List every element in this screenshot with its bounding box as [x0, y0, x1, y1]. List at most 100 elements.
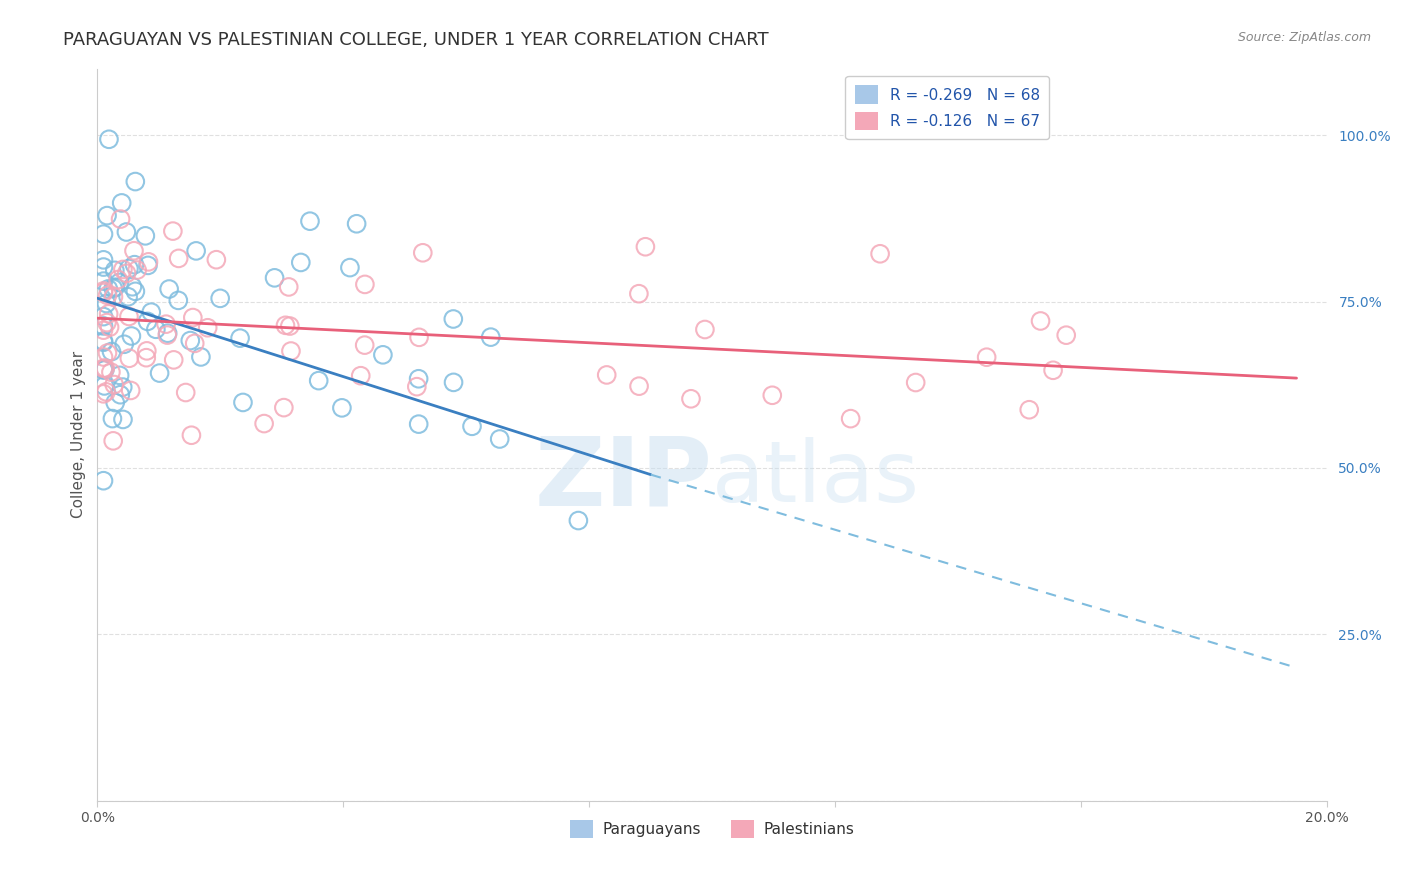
- Point: [93, 252, 115, 267]
- Point: [104, 395, 127, 409]
- Point: [179, 334, 201, 348]
- Point: [121, 279, 143, 293]
- Point: [117, 290, 139, 304]
- Point: [163, 352, 186, 367]
- Point: [976, 350, 998, 364]
- Point: [93, 227, 115, 242]
- Point: [679, 392, 702, 406]
- Point: [157, 282, 180, 296]
- Point: [93, 323, 115, 337]
- Point: [167, 293, 190, 308]
- Point: [278, 319, 301, 334]
- Point: [93, 260, 115, 274]
- Point: [120, 384, 142, 398]
- Point: [96, 209, 118, 223]
- Point: [118, 261, 141, 276]
- Point: [136, 314, 159, 328]
- Point: [596, 368, 619, 382]
- Text: ZIP: ZIP: [534, 432, 713, 525]
- Point: [93, 284, 115, 298]
- Point: [96, 288, 118, 302]
- Point: [93, 274, 115, 288]
- Point: [628, 379, 651, 393]
- Text: Source: ZipAtlas.com: Source: ZipAtlas.com: [1237, 31, 1371, 45]
- Point: [205, 252, 228, 267]
- Point: [181, 310, 204, 325]
- Point: [97, 307, 120, 321]
- Point: [488, 432, 510, 446]
- Point: [634, 240, 657, 254]
- Point: [274, 318, 297, 333]
- Point: [111, 262, 134, 277]
- Point: [93, 285, 115, 300]
- Point: [135, 343, 157, 358]
- Point: [405, 379, 427, 393]
- Point: [108, 276, 131, 290]
- Point: [104, 280, 127, 294]
- Point: [98, 132, 121, 146]
- Point: [101, 411, 124, 425]
- Point: [124, 258, 146, 272]
- Point: [441, 312, 464, 326]
- Point: [180, 428, 202, 442]
- Point: [156, 326, 179, 341]
- Point: [408, 372, 430, 386]
- Point: [115, 266, 138, 280]
- Point: [232, 395, 254, 409]
- Point: [354, 277, 377, 292]
- Point: [371, 348, 394, 362]
- Point: [1029, 314, 1052, 328]
- Point: [93, 310, 115, 324]
- Point: [904, 376, 927, 390]
- Point: [100, 365, 122, 379]
- Point: [408, 417, 430, 431]
- Point: [308, 374, 330, 388]
- Point: [93, 318, 115, 333]
- Point: [156, 328, 179, 343]
- Point: [93, 361, 115, 376]
- Point: [111, 195, 134, 210]
- Point: [339, 260, 361, 275]
- Point: [93, 474, 115, 488]
- Point: [408, 330, 430, 344]
- Point: [110, 212, 132, 227]
- Point: [93, 387, 115, 401]
- Point: [155, 317, 177, 331]
- Legend: Paraguayans, Palestinians: Paraguayans, Palestinians: [564, 814, 860, 845]
- Point: [290, 255, 312, 269]
- Point: [110, 388, 132, 402]
- Point: [96, 346, 118, 360]
- Point: [134, 228, 156, 243]
- Point: [229, 331, 252, 345]
- Point: [183, 336, 205, 351]
- Point: [138, 255, 160, 269]
- Point: [118, 310, 141, 324]
- Point: [1042, 363, 1064, 377]
- Point: [443, 376, 465, 390]
- Text: PARAGUAYAN VS PALESTINIAN COLLEGE, UNDER 1 YEAR CORRELATION CHART: PARAGUAYAN VS PALESTINIAN COLLEGE, UNDER…: [63, 31, 769, 49]
- Point: [122, 244, 145, 258]
- Point: [118, 351, 141, 366]
- Point: [104, 263, 127, 277]
- Point: [96, 316, 118, 330]
- Point: [627, 286, 650, 301]
- Point: [174, 385, 197, 400]
- Point: [111, 380, 134, 394]
- Point: [94, 384, 117, 399]
- Point: [93, 379, 115, 393]
- Point: [761, 388, 783, 402]
- Point: [869, 247, 891, 261]
- Point: [98, 320, 121, 334]
- Point: [103, 281, 125, 295]
- Point: [162, 224, 184, 238]
- Point: [100, 344, 122, 359]
- Y-axis label: College, Under 1 year: College, Under 1 year: [72, 351, 86, 518]
- Point: [93, 335, 115, 350]
- Point: [263, 270, 285, 285]
- Point: [461, 419, 484, 434]
- Point: [350, 368, 373, 383]
- Point: [479, 330, 502, 344]
- Point: [190, 350, 212, 364]
- Point: [167, 252, 190, 266]
- Point: [1018, 402, 1040, 417]
